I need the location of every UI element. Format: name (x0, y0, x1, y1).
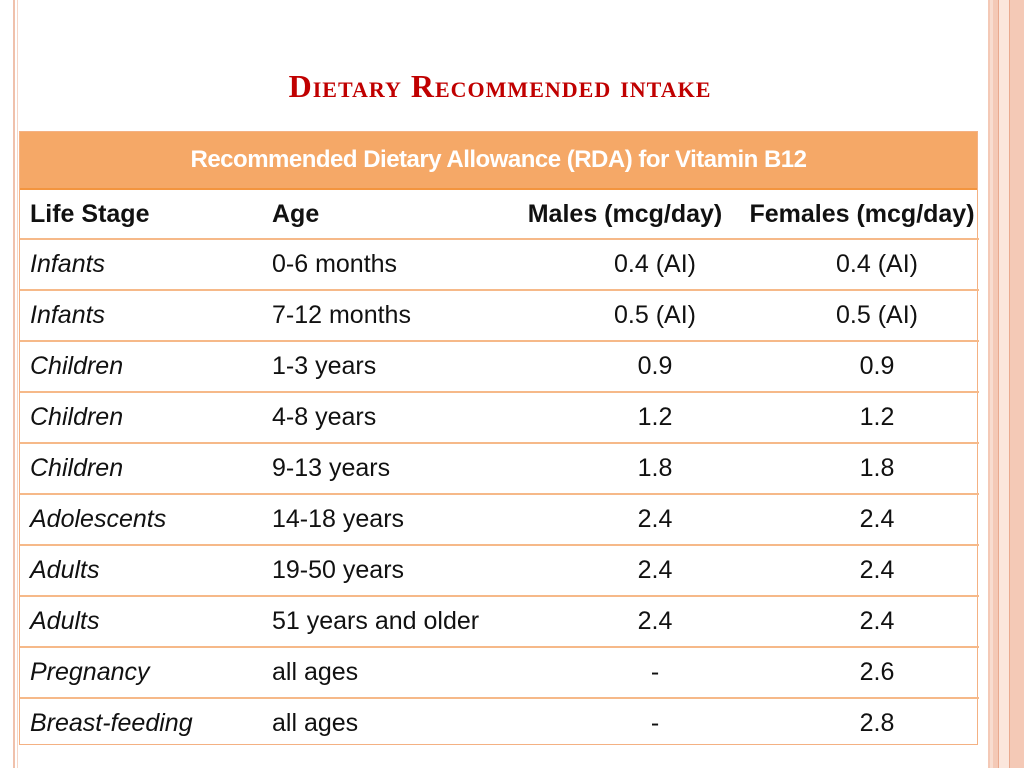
cell-females: 2.4 (745, 596, 979, 648)
header-females: Females (mcg/day) (745, 190, 979, 240)
cell-males: 0.5 (AI) (505, 290, 745, 342)
cell-age: 14-18 years (264, 494, 505, 546)
cell-females: 1.2 (745, 392, 979, 444)
table-row: Children 9-13 years 1.8 1.8 (20, 443, 979, 495)
table-row: Infants 7-12 months 0.5 (AI) 0.5 (AI) (20, 290, 979, 342)
cell-females: 2.8 (859, 709, 895, 737)
table-row: Breast-feeding all ages - 2.8 (20, 698, 979, 748)
table-row: Infants 0-6 months 0.4 (AI) 0.4 (AI) (20, 239, 979, 291)
cell-females: 1.8 (745, 443, 979, 495)
cell-males: 0.4 (AI) (505, 239, 745, 291)
table-row: Adults 19-50 years 2.4 2.4 (20, 545, 979, 597)
cell-males: 1.8 (505, 443, 745, 495)
table-row: Children 4-8 years 1.2 1.2 (20, 392, 979, 444)
cell-males: 1.2 (505, 392, 745, 444)
cell-females: 0.9 (745, 341, 979, 393)
cell-life-stage: Adults (20, 545, 264, 597)
table-row: Pregnancy all ages - 2.6 (20, 647, 979, 699)
cell-age: all ages (264, 647, 505, 699)
cell-age: 19-50 years (264, 545, 505, 597)
header-life-stage: Life Stage (20, 190, 264, 240)
cell-males: 0.9 (505, 341, 745, 393)
cell-males: 2.4 (505, 545, 745, 597)
table-caption: Recommended Dietary Allowance (RDA) for … (20, 132, 977, 190)
cell-age: 1-3 years (264, 341, 505, 393)
cell-life-stage: Adults (20, 596, 264, 648)
left-decorative-line (13, 0, 15, 768)
cell-life-stage: Breast-feeding (30, 709, 193, 737)
cell-life-stage: Pregnancy (20, 647, 264, 699)
cell-life-stage: Infants (20, 290, 264, 342)
cell-age: 7-12 months (264, 290, 505, 342)
cell-males: 2.4 (505, 596, 745, 648)
rda-table: Life Stage Age Males (mcg/day) Females (… (20, 190, 979, 748)
cell-males: 2.4 (505, 494, 745, 546)
table-row: Adolescents 14-18 years 2.4 2.4 (20, 494, 979, 546)
table-header-row: Life Stage Age Males (mcg/day) Females (… (20, 190, 979, 240)
cell-females: 2.4 (745, 494, 979, 546)
table-row: Children 1-3 years 0.9 0.9 (20, 341, 979, 393)
cell-life-stage: Adolescents (20, 494, 264, 546)
cell-life-stage: Children (20, 341, 264, 393)
table-row: Adults 51 years and older 2.4 2.4 (20, 596, 979, 648)
cell-age: all ages (272, 709, 359, 737)
cell-females: 0.5 (AI) (745, 290, 979, 342)
header-age: Age (264, 190, 505, 240)
rda-table-container: Recommended Dietary Allowance (RDA) for … (19, 131, 979, 748)
cell-males: - (650, 709, 660, 737)
cell-life-stage: Children (20, 392, 264, 444)
cell-females: 2.4 (745, 545, 979, 597)
header-males: Males (mcg/day) (505, 190, 745, 240)
right-decorative-border (988, 0, 1024, 768)
left-decorative-line-thin (17, 0, 18, 768)
cell-age: 9-13 years (264, 443, 505, 495)
cell-life-stage: Infants (20, 239, 264, 291)
cell-females: 0.4 (AI) (745, 239, 979, 291)
cell-females: 2.6 (745, 647, 979, 699)
cell-males: - (505, 647, 745, 699)
slide-title: Dietary Recommended intake (288, 68, 712, 104)
cell-age: 51 years and older (264, 596, 505, 648)
cell-age: 4-8 years (264, 392, 505, 444)
cell-life-stage: Children (20, 443, 264, 495)
cell-age: 0-6 months (264, 239, 505, 291)
